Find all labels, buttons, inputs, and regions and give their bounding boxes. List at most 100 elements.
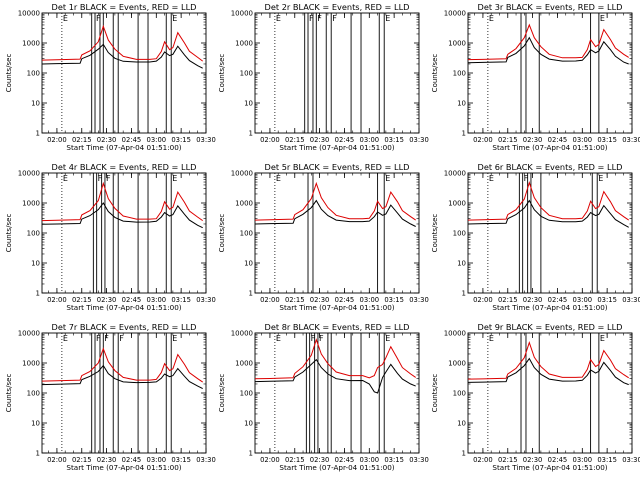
x-tick-label: 02:30	[97, 456, 117, 464]
x-tick-label: 02:00	[47, 296, 67, 304]
flag-label: F	[317, 14, 322, 23]
y-tick-label: 10000	[18, 10, 40, 18]
x-tick-label: 02:00	[47, 136, 67, 144]
y-tick-label: 1000	[448, 200, 466, 208]
x-tick-label: 03:30	[196, 456, 216, 464]
x-tick-label: 03:15	[384, 456, 404, 464]
x-tick-label: 02:00	[473, 136, 493, 144]
y-tick-label: 100	[27, 70, 40, 78]
flag-label: E	[598, 174, 603, 183]
x-tick-label: 03:15	[597, 296, 617, 304]
x-tick-label: 03:15	[171, 296, 191, 304]
events-line	[467, 36, 629, 65]
y-axis-label: Counts/sec	[218, 214, 226, 253]
plot-frame	[41, 12, 207, 134]
x-tick-label: 02:30	[523, 456, 543, 464]
panel-title: Det 8r BLACK = Events, RED = LLD	[265, 322, 410, 332]
x-tick-label: 02:45	[122, 296, 142, 304]
x-tick-label: 02:15	[498, 136, 518, 144]
y-tick-label: 100	[240, 390, 253, 398]
x-tick-label: 02:00	[260, 296, 280, 304]
y-axis-label: Counts/sec	[218, 54, 226, 93]
panel-title: Det 3r BLACK = Events, RED = LLD	[478, 2, 623, 12]
x-tick-label: 03:30	[622, 136, 640, 144]
x-tick-label: 03:15	[171, 136, 191, 144]
x-axis-label: Start Time (07-Apr-04 01:51:00)	[279, 303, 394, 312]
flag-label: E	[385, 14, 390, 23]
flag-label: F	[106, 174, 111, 183]
y-tick-label: 100	[27, 390, 40, 398]
events-line	[41, 43, 203, 69]
x-tick-label: 03:15	[597, 456, 617, 464]
panel-det-1: Det 1r BLACK = Events, RED = LLD 1 10 100 10…	[5, 2, 216, 152]
x-tick-label: 02:00	[260, 456, 280, 464]
y-tick-label: 1	[462, 450, 466, 458]
panel-det-6: Det 6r BLACK = Events, RED = LLD 1 10 100 10…	[431, 162, 640, 312]
y-tick-label: 100	[240, 70, 253, 78]
flag-label: E	[63, 174, 68, 183]
plot-frame	[467, 12, 633, 134]
y-tick-label: 10	[457, 420, 466, 428]
x-axis-label: Start Time (07-Apr-04 01:51:00)	[492, 143, 607, 152]
x-tick-label: 02:15	[285, 456, 305, 464]
plot-frame	[467, 172, 633, 294]
plot-frame	[41, 172, 207, 294]
x-tick-label: 03:00	[573, 136, 593, 144]
y-axis-label: Counts/sec	[431, 54, 439, 93]
y-tick-label: 1000	[235, 200, 253, 208]
events-line	[467, 357, 629, 386]
flag-label: F	[332, 14, 337, 23]
x-axis-label: Start Time (07-Apr-04 01:51:00)	[66, 303, 181, 312]
y-tick-label: 10	[244, 100, 253, 108]
events-line	[254, 358, 416, 394]
flag-label: F	[96, 334, 101, 343]
y-axis-label: Counts/sec	[5, 214, 13, 253]
x-tick-label: 02:00	[473, 456, 493, 464]
panel-det-4: Det 4r BLACK = Events, RED = LLD 1 10 100 10…	[5, 162, 216, 312]
y-tick-label: 1	[36, 450, 40, 458]
x-tick-label: 02:30	[310, 456, 330, 464]
y-tick-label: 10000	[444, 170, 466, 178]
flag-label: E	[172, 14, 177, 23]
x-tick-label: 03:30	[409, 456, 429, 464]
x-tick-label: 02:30	[523, 296, 543, 304]
flag-label: E	[600, 14, 605, 23]
flag-label: F	[319, 334, 324, 343]
x-tick-label: 02:30	[310, 296, 330, 304]
flag-label: E	[276, 334, 281, 343]
y-tick-label: 10	[244, 260, 253, 268]
panel-title: Det 5r BLACK = Events, RED = LLD	[265, 162, 410, 172]
y-tick-label: 10000	[18, 170, 40, 178]
panel-title: Det 4r BLACK = Events, RED = LLD	[52, 162, 197, 172]
x-tick-label: 02:15	[285, 136, 305, 144]
y-axis-label: Counts/sec	[431, 374, 439, 413]
x-tick-label: 02:30	[97, 136, 117, 144]
y-tick-label: 1	[36, 290, 40, 298]
y-tick-label: 1	[462, 130, 466, 138]
x-tick-label: 02:15	[498, 296, 518, 304]
events-line	[41, 202, 203, 229]
lld-line	[467, 23, 629, 61]
y-tick-label: 100	[27, 230, 40, 238]
x-axis-label: Start Time (07-Apr-04 01:51:00)	[492, 463, 607, 472]
x-tick-label: 03:00	[573, 456, 593, 464]
x-tick-label: 02:00	[473, 296, 493, 304]
y-tick-label: 10000	[231, 170, 253, 178]
flag-label: E	[276, 14, 281, 23]
panel-det-5: Det 5r BLACK = Events, RED = LLD 1 10 100 10…	[218, 162, 429, 312]
panel-det-8: Det 8r BLACK = Events, RED = LLD 1 10 100 10…	[218, 322, 429, 472]
x-tick-label: 02:45	[122, 456, 142, 464]
lld-line	[41, 347, 203, 383]
flag-label: F	[309, 14, 314, 23]
y-tick-label: 10	[31, 260, 40, 268]
y-tick-label: 1000	[235, 360, 253, 368]
x-tick-label: 03:30	[622, 456, 640, 464]
flag-label: E	[63, 334, 68, 343]
x-tick-label: 02:15	[498, 456, 518, 464]
x-tick-label: 03:00	[360, 136, 380, 144]
flag-label: F	[524, 174, 529, 183]
y-tick-label: 10	[31, 420, 40, 428]
x-tick-label: 02:30	[97, 296, 117, 304]
x-tick-label: 03:30	[196, 136, 216, 144]
x-tick-label: 02:45	[548, 456, 568, 464]
